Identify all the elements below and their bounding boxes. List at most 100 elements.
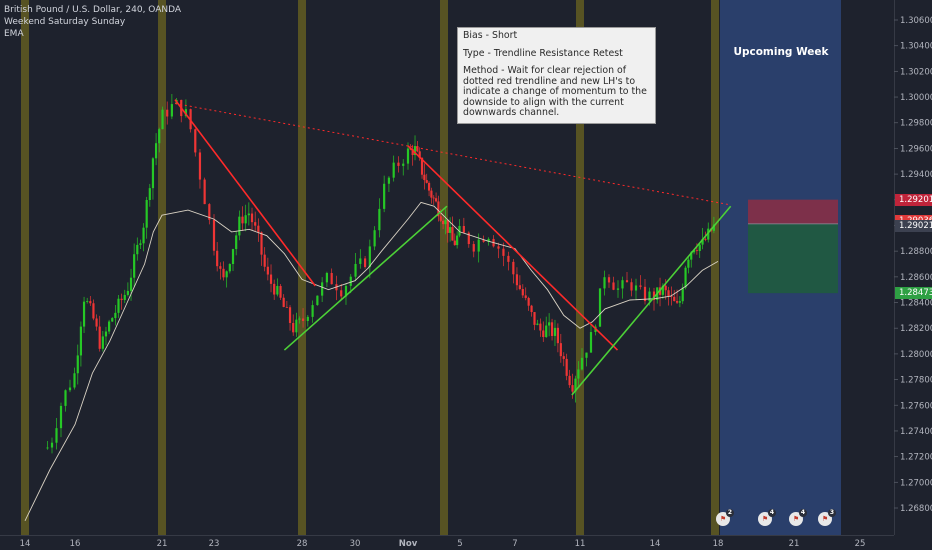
- note-bias: Bias - Short: [463, 30, 518, 41]
- candle: [241, 216, 244, 224]
- candle: [117, 298, 120, 313]
- candle: [585, 352, 588, 358]
- x-tick-label: 28: [297, 539, 308, 549]
- candle: [571, 385, 574, 392]
- candle: [704, 238, 707, 240]
- candle: [530, 305, 533, 313]
- candle: [273, 283, 276, 295]
- y-tick-label: 1.29800: [900, 119, 932, 129]
- y-tick-label: 1.29400: [900, 170, 932, 180]
- candle: [363, 258, 367, 268]
- candle: [621, 280, 624, 289]
- green-trendline: [283, 205, 448, 351]
- candle: [225, 271, 228, 278]
- candle: [502, 248, 505, 256]
- candle: [681, 287, 684, 302]
- candle: [425, 180, 428, 183]
- x-tick-label: Nov: [399, 539, 418, 549]
- candle: [527, 297, 530, 306]
- candle: [565, 358, 568, 376]
- candle: [316, 295, 319, 306]
- candle: [340, 290, 343, 297]
- event-count: 2: [725, 509, 734, 517]
- candle: [406, 148, 410, 164]
- candle: [292, 322, 295, 333]
- candle: [420, 157, 424, 175]
- candle: [154, 143, 158, 159]
- x-tick-label: 23: [209, 539, 220, 549]
- candle: [684, 267, 687, 288]
- candle: [260, 232, 263, 255]
- candle: [577, 369, 580, 379]
- candle: [507, 255, 510, 262]
- y-tick-label: 1.28000: [900, 350, 932, 360]
- event-flag-icon[interactable]: ⚑ 4: [758, 509, 776, 526]
- weekend-band: [21, 0, 29, 535]
- candle: [434, 198, 438, 202]
- candle: [687, 259, 690, 268]
- event-flag-icon[interactable]: ⚑ 3: [818, 509, 836, 526]
- candle: [667, 290, 670, 297]
- candle: [73, 373, 76, 388]
- candle: [64, 390, 67, 406]
- x-tick-label: 16: [70, 539, 81, 549]
- candle: [368, 246, 371, 268]
- candle: [477, 239, 480, 252]
- candle: [263, 254, 266, 267]
- candle: [285, 306, 288, 308]
- candle: [95, 318, 98, 327]
- candles: [46, 94, 716, 454]
- y-tick-label: 1.27600: [900, 401, 932, 411]
- candle: [306, 316, 309, 322]
- candle: [423, 174, 426, 181]
- candle: [692, 250, 696, 253]
- weekend-band: [440, 0, 448, 535]
- candle: [678, 301, 681, 303]
- candle: [129, 277, 133, 291]
- price-badge-stop: 1.29201: [895, 193, 932, 206]
- note-method: Method - Wait for clear rejection of dot…: [463, 65, 647, 118]
- candle: [136, 244, 139, 255]
- candle: [387, 177, 391, 184]
- candle: [282, 297, 285, 307]
- candle: [524, 295, 527, 298]
- candle: [133, 254, 136, 278]
- x-tick-label: 7: [512, 539, 517, 549]
- candle: [449, 227, 452, 233]
- candle: [456, 235, 459, 246]
- event-flag-icon[interactable]: ⚑ 4: [789, 509, 807, 526]
- candle: [158, 129, 161, 144]
- x-tick-label: 21: [157, 539, 168, 549]
- event-flag-icon[interactable]: ⚑ 2: [716, 509, 734, 526]
- candle: [442, 220, 445, 225]
- y-tick-label: 1.30400: [900, 42, 932, 52]
- candle: [675, 301, 679, 303]
- y-tick-label: 1.26800: [900, 504, 932, 514]
- symbol-title[interactable]: British Pound / U.S. Dollar, 240, OANDA: [4, 5, 182, 15]
- candle: [392, 162, 395, 178]
- y-tick-label: 1.28800: [900, 247, 932, 257]
- candle: [82, 301, 86, 327]
- candle: [126, 290, 129, 295]
- candle: [472, 244, 475, 252]
- candle: [580, 357, 584, 370]
- candle: [295, 319, 298, 333]
- candle: [661, 285, 664, 295]
- candle: [184, 109, 188, 117]
- indicator-weekend[interactable]: Weekend Saturday Sunday: [4, 17, 126, 27]
- candle: [86, 301, 89, 302]
- trade-note[interactable]: Bias - Short Type - Trendline Resistance…: [457, 27, 656, 124]
- candle: [359, 258, 362, 264]
- candle: [145, 199, 148, 228]
- take-profit-zone: [748, 223, 838, 294]
- indicator-ema[interactable]: EMA: [4, 29, 24, 39]
- y-tick-label: 1.28200: [900, 324, 932, 334]
- candle: [589, 332, 593, 353]
- candle: [383, 183, 386, 209]
- candle: [446, 219, 449, 233]
- y-tick-label: 1.27200: [900, 453, 932, 463]
- candle: [462, 226, 465, 233]
- red-trendline: [407, 145, 619, 351]
- candle: [562, 356, 565, 359]
